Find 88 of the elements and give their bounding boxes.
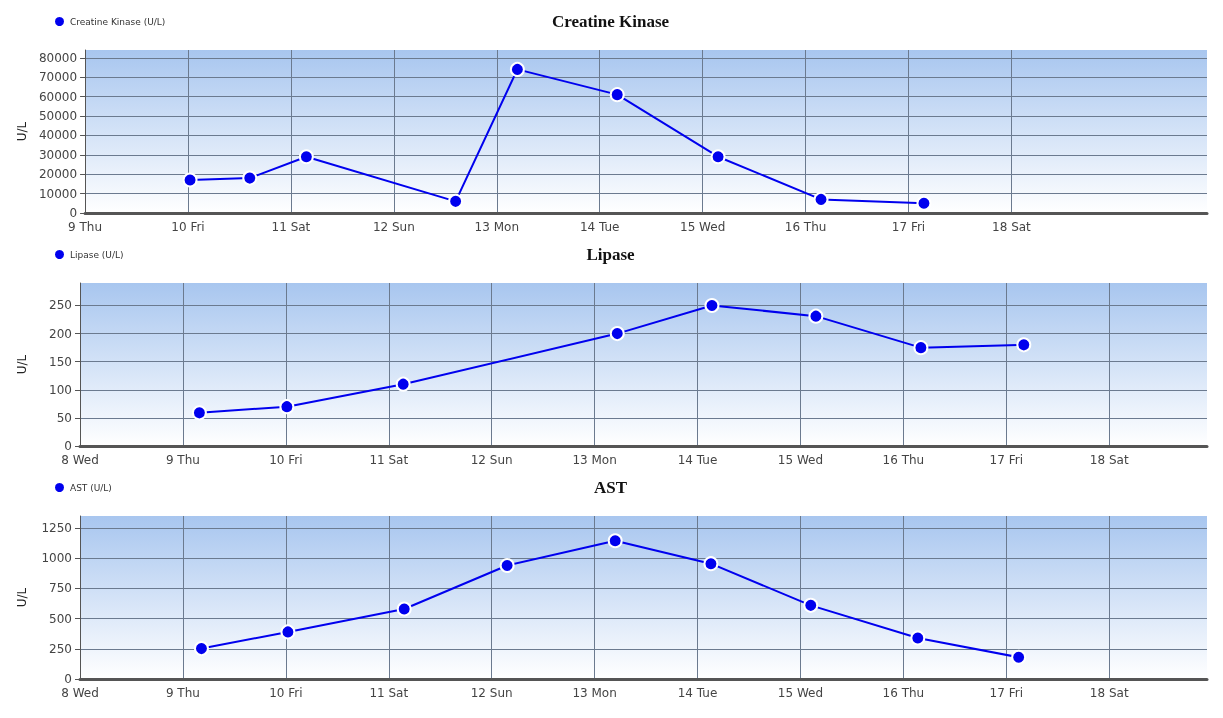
x-tick-label: 12 Sun [470, 453, 513, 467]
point [1011, 649, 1027, 665]
point [193, 641, 209, 657]
point [280, 624, 296, 640]
point [182, 172, 198, 188]
point [395, 376, 411, 392]
x-tick-label: 11 Sat [369, 686, 409, 700]
point [607, 533, 623, 549]
point [803, 597, 819, 613]
y-axis-title: U/L [15, 587, 29, 608]
point [396, 601, 412, 617]
x-tick-label: 11 Sat [369, 453, 409, 467]
x-tick-label: 18 Sat [1089, 686, 1129, 700]
point [910, 630, 926, 646]
y-tick-label: 40000 [38, 128, 78, 143]
y-tick-label: 50000 [38, 108, 78, 123]
x-tick-label: 11 Sat [271, 220, 311, 234]
point [704, 297, 720, 313]
point [298, 149, 314, 165]
x-tick-label: 14 Tue [579, 220, 620, 234]
y-tick-label: 100 [49, 382, 72, 397]
x-tick-label: 10 Fri [269, 686, 303, 700]
x-tick-label: 13 Mon [474, 220, 519, 234]
legend-label: Lipase (U/L) [70, 249, 124, 260]
point [191, 405, 207, 421]
y-tick-label: 80000 [38, 50, 78, 65]
x-tick-label: 8 Wed [61, 686, 99, 700]
y-tick-label: 250 [49, 298, 72, 313]
x-tick-label: 16 Thu [882, 686, 925, 700]
point [499, 558, 515, 573]
x-tick-label: 15 Wed [777, 686, 824, 700]
point [609, 87, 625, 103]
y-tick-label: 1000 [41, 551, 72, 566]
y-tick-label: 10000 [38, 186, 78, 201]
legend-label: AST (U/L) [70, 482, 112, 493]
x-tick-label: 18 Sat [992, 220, 1032, 234]
y-tick-label: 20000 [38, 167, 78, 182]
point [448, 193, 464, 209]
point [916, 195, 932, 211]
x-tick-label: 9 Thu [68, 220, 103, 234]
point [703, 556, 719, 572]
x-tick-label: 16 Thu [882, 453, 925, 467]
y-axis-title: U/L [15, 121, 29, 142]
point [710, 149, 726, 165]
x-tick-label: 17 Fri [989, 686, 1023, 700]
point [509, 61, 525, 77]
x-tick-label: 14 Tue [677, 453, 718, 467]
y-tick-label: 250 [49, 641, 72, 656]
chart-title: Creatine Kinase [551, 12, 670, 31]
x-tick-label: 12 Sun [372, 220, 415, 234]
x-tick-label: 17 Fri [891, 220, 926, 234]
y-tick-label: 0 [64, 672, 72, 686]
y-tick-label: 750 [49, 581, 72, 596]
legend-label: Creatine Kinase (U/L) [70, 16, 166, 27]
x-tick-label: 17 Fri [989, 453, 1023, 467]
y-tick-label: 150 [49, 354, 72, 369]
x-tick-label: 15 Wed [680, 220, 726, 234]
y-tick-label: 0 [64, 439, 72, 453]
x-tick-label: 10 Fri [269, 453, 303, 467]
y-tick-label: 30000 [38, 147, 78, 162]
point [913, 340, 929, 356]
chart-title: Lipase [586, 245, 636, 264]
y-tick-label: 0 [69, 206, 78, 220]
x-tick-label: 16 Thu [784, 220, 827, 234]
point [808, 308, 824, 324]
y-tick-label: 500 [49, 611, 72, 626]
chart-title: AST [593, 478, 628, 497]
x-tick-label: 9 Thu [165, 453, 200, 467]
y-axis-title: U/L [15, 354, 29, 375]
x-tick-label: 10 Fri [171, 220, 205, 234]
y-tick-label: 200 [49, 326, 72, 341]
x-tick-label: 13 Mon [572, 453, 617, 467]
point [279, 399, 295, 415]
x-tick-label: 14 Tue [677, 686, 718, 700]
y-tick-label: 70000 [38, 70, 78, 85]
x-tick-label: 13 Mon [572, 686, 617, 700]
point [242, 170, 258, 186]
y-tick-label: 1250 [41, 521, 72, 536]
x-tick-label: 15 Wed [777, 453, 824, 467]
point [813, 191, 829, 207]
point [609, 326, 625, 342]
point [1016, 337, 1032, 353]
x-tick-label: 12 Sun [470, 686, 513, 700]
x-tick-label: 8 Wed [61, 453, 99, 467]
y-tick-label: 50 [56, 410, 72, 425]
x-tick-label: 18 Sat [1089, 453, 1129, 467]
y-tick-label: 60000 [38, 89, 78, 104]
x-tick-label: 9 Thu [165, 686, 200, 700]
